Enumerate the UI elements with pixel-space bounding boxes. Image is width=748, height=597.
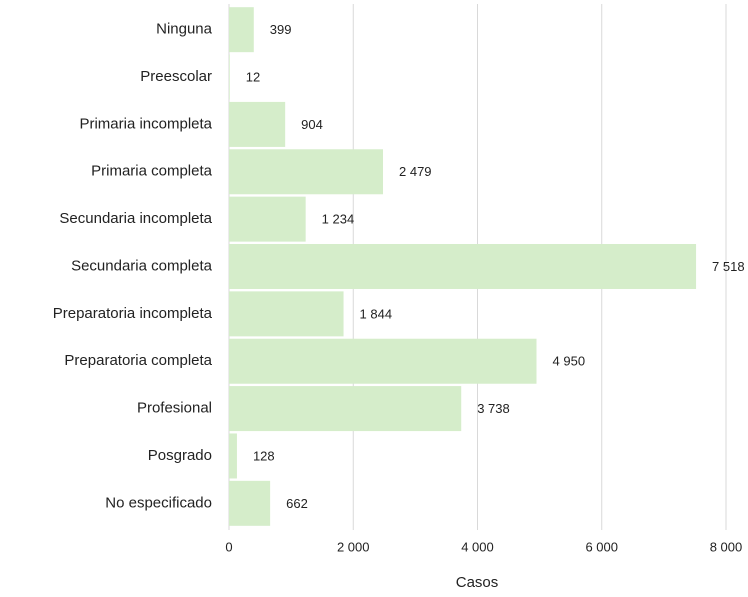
data-label: 3 738: [477, 401, 510, 416]
y-tick-label: Preescolar: [140, 68, 212, 85]
data-label: 2 479: [399, 164, 432, 179]
data-label: 904: [301, 117, 323, 132]
data-label: 4 950: [553, 354, 586, 369]
x-tick-label: 0: [225, 539, 232, 554]
y-tick-label: Primaria incompleta: [79, 115, 212, 132]
bar: [229, 480, 271, 526]
x-tick-label: 6 000: [585, 539, 618, 554]
y-tick-label: Profesional: [137, 400, 212, 417]
bar: [229, 244, 697, 289]
data-label: 1 234: [322, 212, 355, 227]
y-tick-label: Posgrado: [148, 447, 212, 464]
bar: [229, 196, 306, 242]
x-tick-label: 8 000: [710, 539, 743, 554]
x-axis-title: Casos: [456, 574, 499, 591]
bar: [229, 433, 237, 479]
x-tick-label: 4 000: [461, 539, 494, 554]
x-tick-label: 2 000: [337, 539, 370, 554]
y-tick-label: Preparatoria completa: [64, 352, 212, 369]
bar: [229, 101, 286, 147]
data-label: 399: [270, 22, 292, 37]
data-label: 12: [246, 69, 260, 84]
data-label: 7 518: [712, 259, 745, 274]
y-tick-label: Ninguna: [156, 21, 213, 38]
y-tick-label: Primaria completa: [91, 163, 213, 180]
bar: [229, 54, 230, 100]
y-tick-label: Secundaria completa: [71, 257, 213, 274]
data-label: 662: [286, 496, 308, 511]
bar: [229, 7, 254, 53]
data-label: 128: [253, 448, 275, 463]
bar: [229, 386, 462, 432]
bar: [229, 291, 344, 337]
y-tick-label: No especificado: [105, 494, 212, 511]
data-label: 1 844: [360, 306, 393, 321]
bar: [229, 338, 537, 384]
y-tick-label: Secundaria incompleta: [59, 210, 212, 227]
bar: [229, 149, 384, 195]
y-tick-label: Preparatoria incompleta: [53, 305, 213, 322]
